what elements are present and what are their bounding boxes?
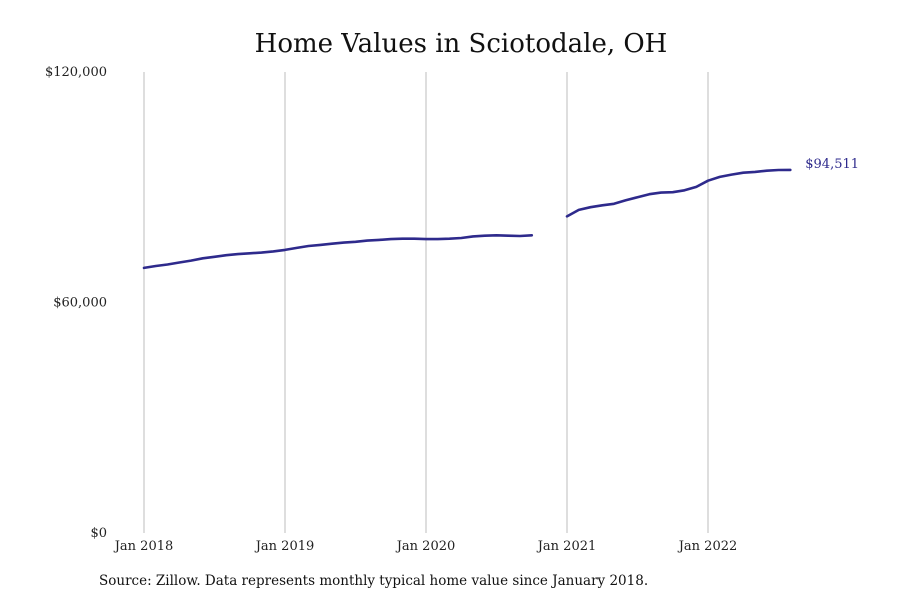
x-axis-tick-labels: Jan 2018 Jan 2019 Jan 2020 Jan 2021 Jan 2022 <box>113 539 738 554</box>
y-tick-label: $60,000 <box>53 296 107 311</box>
x-tick-label: Jan 2021 <box>536 539 597 554</box>
series-line-segment-1 <box>142 234 534 270</box>
latest-value-label: $94,511 <box>805 157 859 172</box>
x-tick-label: Jan 2022 <box>677 539 738 554</box>
y-tick-label: $120,000 <box>45 65 107 80</box>
y-axis-tick-labels: $0 $60,000 $120,000 <box>45 65 107 541</box>
x-tick-label: Jan 2019 <box>254 539 315 554</box>
home-value-series <box>142 168 792 270</box>
x-tick-label: Jan 2020 <box>395 539 456 554</box>
chart-title: Home Values in Sciotodale, OH <box>255 29 668 59</box>
series-line-segment-2 <box>565 168 792 218</box>
y-tick-label: $0 <box>90 526 107 541</box>
x-tick-label: Jan 2018 <box>113 539 174 554</box>
source-note: Source: Zillow. Data represents monthly … <box>99 573 648 589</box>
vertical-gridlines <box>143 72 709 533</box>
